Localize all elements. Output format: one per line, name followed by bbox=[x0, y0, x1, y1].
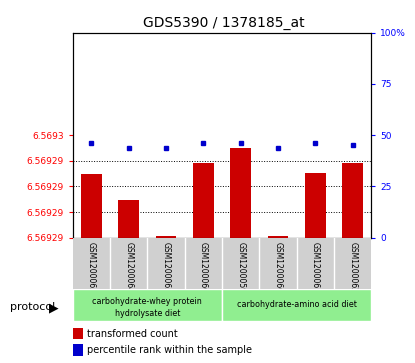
Text: carbohydrate-amino acid diet: carbohydrate-amino acid diet bbox=[237, 301, 356, 309]
Bar bbox=[305, 173, 326, 238]
Text: hydrolysate diet: hydrolysate diet bbox=[115, 309, 180, 318]
FancyBboxPatch shape bbox=[222, 289, 371, 321]
Text: GSM1200063: GSM1200063 bbox=[87, 242, 96, 293]
Text: GSM1200062: GSM1200062 bbox=[348, 242, 357, 293]
Bar bbox=[193, 163, 214, 238]
Text: GSM1200064: GSM1200064 bbox=[124, 242, 133, 293]
Bar bbox=[118, 200, 139, 238]
Text: GSM1200065: GSM1200065 bbox=[161, 242, 171, 293]
Text: carbohydrate-whey protein: carbohydrate-whey protein bbox=[93, 297, 202, 306]
Bar bbox=[268, 236, 288, 238]
Text: protocol: protocol bbox=[10, 302, 56, 312]
Bar bbox=[81, 174, 102, 238]
Text: GSM1200066: GSM1200066 bbox=[199, 242, 208, 293]
FancyBboxPatch shape bbox=[73, 289, 222, 321]
Text: GSM1200061: GSM1200061 bbox=[311, 242, 320, 293]
Bar bbox=[230, 147, 251, 238]
Text: ▶: ▶ bbox=[49, 301, 59, 314]
Text: GSM1200060: GSM1200060 bbox=[273, 242, 283, 293]
Text: transformed count: transformed count bbox=[87, 329, 178, 339]
Text: GSM1200059: GSM1200059 bbox=[236, 242, 245, 293]
Text: percentile rank within the sample: percentile rank within the sample bbox=[87, 345, 252, 355]
Bar bbox=[156, 236, 176, 238]
Text: GDS5390 / 1378185_at: GDS5390 / 1378185_at bbox=[143, 16, 305, 30]
Bar bbox=[342, 163, 363, 238]
